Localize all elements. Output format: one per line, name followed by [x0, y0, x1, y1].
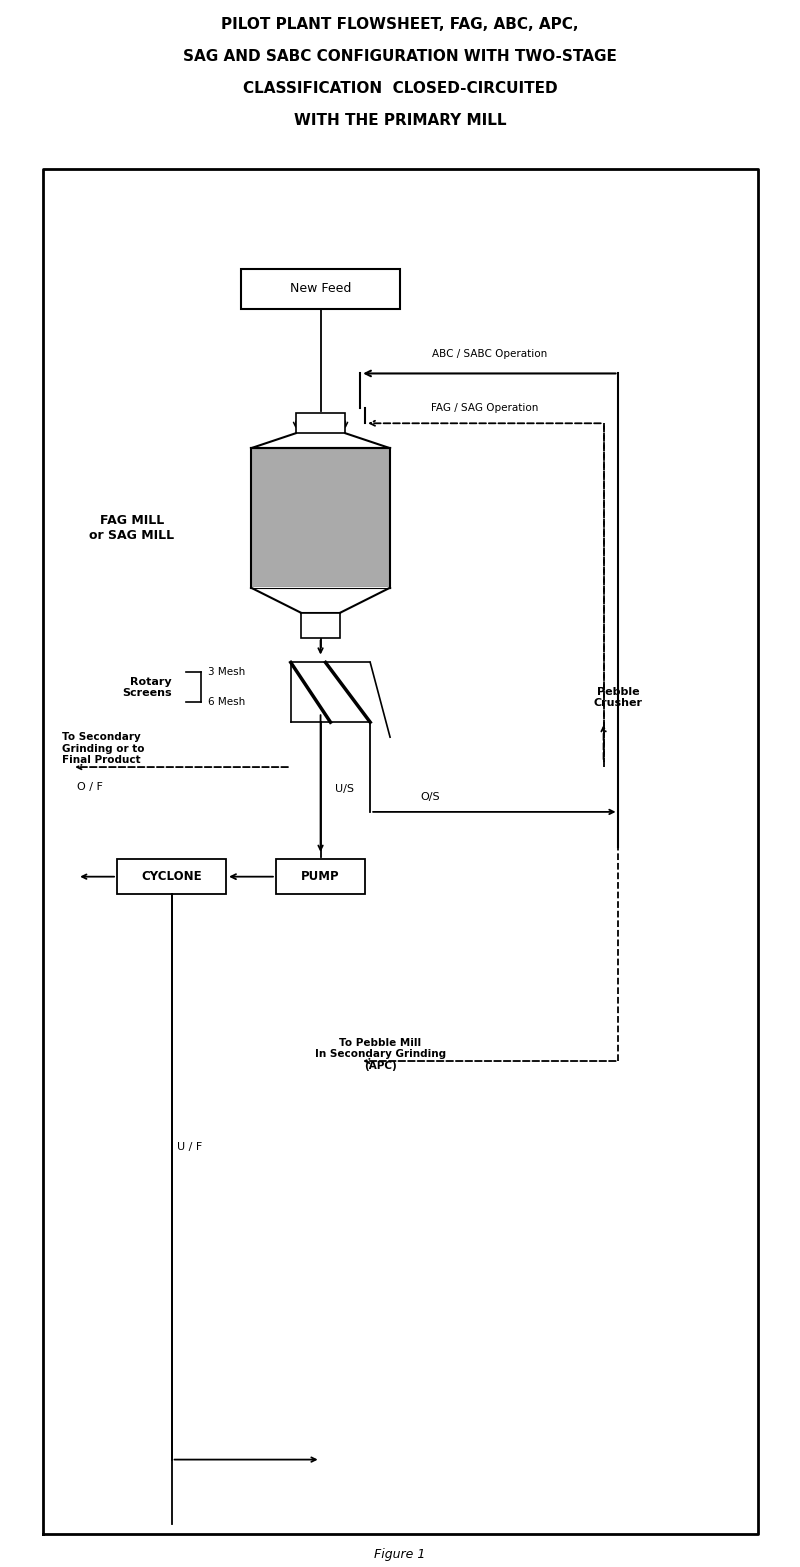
Text: Pebble
Crusher: Pebble Crusher [594, 686, 643, 708]
FancyBboxPatch shape [117, 859, 226, 895]
Text: WITH THE PRIMARY MILL: WITH THE PRIMARY MILL [294, 113, 506, 128]
Text: 3 Mesh: 3 Mesh [208, 668, 246, 677]
Text: FAG / SAG Operation: FAG / SAG Operation [430, 403, 538, 414]
Text: Figure 1: Figure 1 [374, 1548, 426, 1561]
FancyBboxPatch shape [296, 414, 346, 432]
Text: U/S: U/S [335, 785, 354, 794]
Text: To Pebble Mill
In Secondary Grinding
(APC): To Pebble Mill In Secondary Grinding (AP… [314, 1037, 446, 1070]
Text: O/S: O/S [420, 791, 440, 802]
Text: CYCLONE: CYCLONE [142, 870, 202, 884]
FancyBboxPatch shape [276, 859, 366, 895]
Text: U / F: U / F [177, 1142, 202, 1152]
FancyBboxPatch shape [241, 270, 400, 309]
FancyBboxPatch shape [301, 613, 341, 638]
Text: ABC / SABC Operation: ABC / SABC Operation [432, 348, 547, 359]
Text: O / F: O / F [78, 782, 103, 791]
Polygon shape [251, 588, 390, 613]
Text: To Secondary
Grinding or to
Final Product: To Secondary Grinding or to Final Produc… [62, 732, 145, 765]
Text: FAG MILL
or SAG MILL: FAG MILL or SAG MILL [90, 514, 174, 542]
Text: Rotary
Screens: Rotary Screens [122, 677, 171, 699]
Text: 6 Mesh: 6 Mesh [208, 697, 246, 707]
Text: New Feed: New Feed [290, 282, 351, 295]
Text: CLASSIFICATION  CLOSED-CIRCUITED: CLASSIFICATION CLOSED-CIRCUITED [242, 81, 558, 96]
Text: SAG AND SABC CONFIGURATION WITH TWO-STAGE: SAG AND SABC CONFIGURATION WITH TWO-STAG… [183, 49, 617, 64]
Text: PILOT PLANT FLOWSHEET, FAG, ABC, APC,: PILOT PLANT FLOWSHEET, FAG, ABC, APC, [222, 17, 578, 33]
Polygon shape [251, 432, 390, 448]
FancyBboxPatch shape [251, 448, 390, 588]
Text: PUMP: PUMP [302, 870, 340, 884]
